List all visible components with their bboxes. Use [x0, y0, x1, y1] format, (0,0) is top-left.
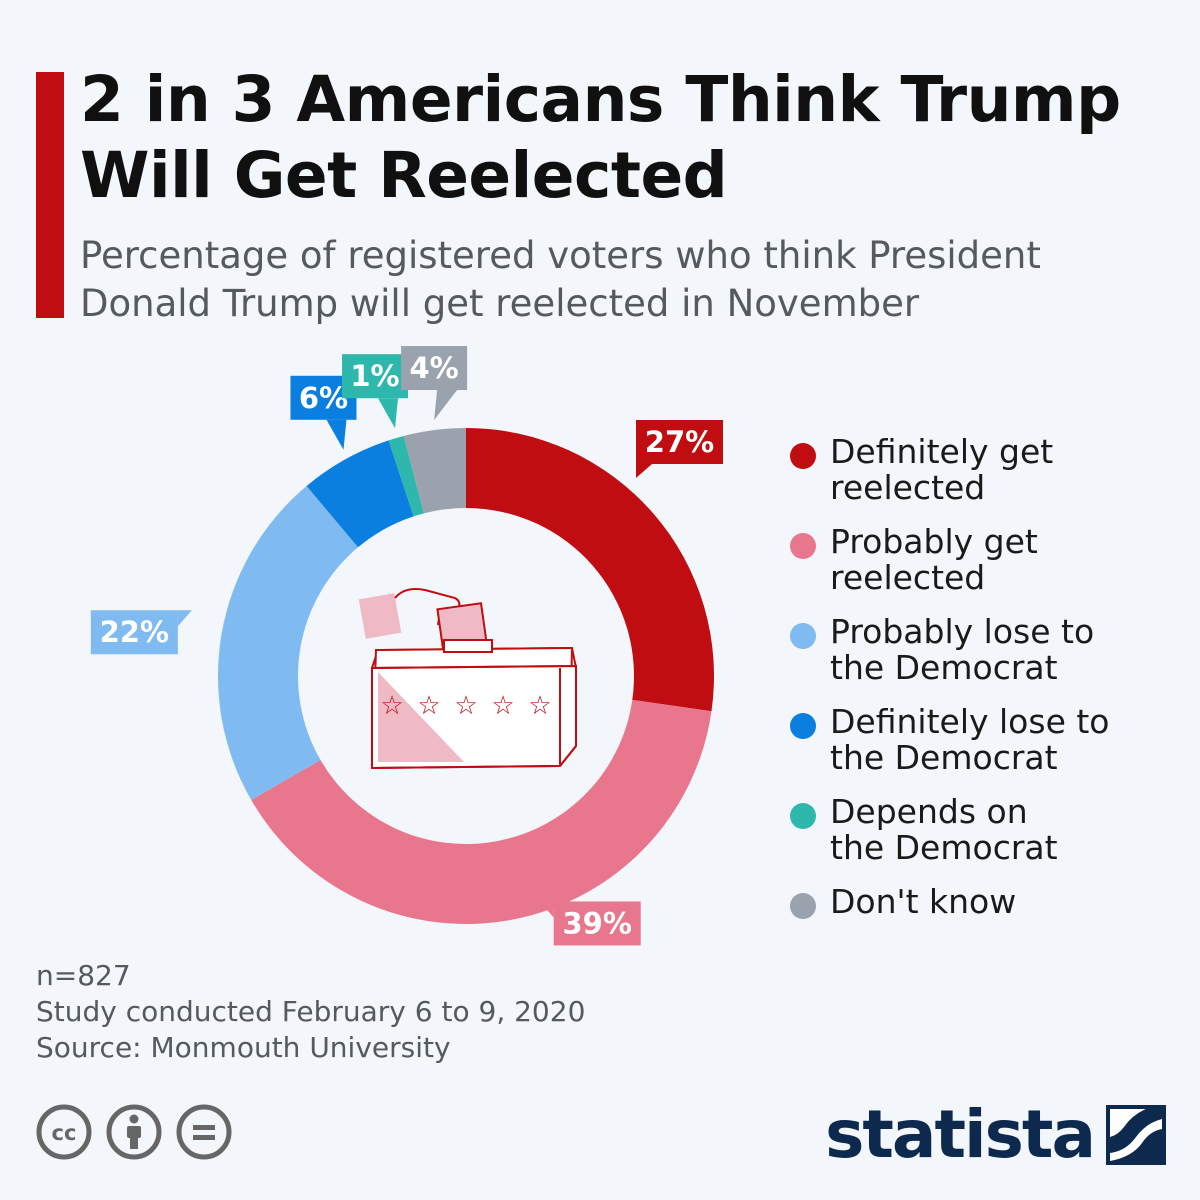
callout-box [636, 420, 723, 464]
legend-item-probably-lose: Probably lose to the Democrat [790, 614, 1190, 686]
ballot-box-icon [358, 588, 577, 770]
svg-text:cc: cc [52, 1121, 77, 1145]
callout-pointer [326, 419, 347, 450]
donut-slice-4 [306, 440, 414, 548]
chart-title: 2 in 3 Americans Think Trump Will Get Re… [80, 63, 1121, 212]
legend-swatch [790, 713, 816, 739]
star-icon: ☆ [454, 691, 477, 721]
callout-box [342, 354, 409, 399]
callout-label: 1% [350, 359, 399, 393]
ballot-stars: ☆ ☆ ☆ ☆ ☆ [380, 691, 551, 721]
source-note: Source: Monmouth University [36, 1031, 451, 1064]
legend-label: Probably lose to the Democrat [830, 612, 1095, 687]
legend-swatch [790, 803, 816, 829]
legend-swatch [790, 893, 816, 919]
callout-pointer [378, 398, 399, 429]
legend-item-definitely-get: Definitely get reelected [790, 434, 1190, 506]
callout-pointer [177, 610, 192, 627]
legend-label: Depends on the Democrat [830, 792, 1058, 867]
legend-item-probably-get: Probably get reelected [790, 524, 1190, 596]
donut-slice-1 [466, 428, 714, 712]
statista-logo-icon [1106, 1105, 1166, 1165]
legend-label: Probably get reelected [830, 522, 1038, 597]
star-icon: ☆ [528, 691, 551, 721]
callout-label: 22% [100, 615, 169, 649]
chart-legend: Definitely get reelected Probably get re… [790, 434, 1190, 938]
accent-bar [36, 72, 64, 318]
brand-name: statista [825, 1096, 1096, 1173]
donut-slice-3 [217, 486, 359, 800]
callout-label: 39% [562, 906, 631, 940]
callout-box [553, 901, 641, 946]
callout-box [90, 610, 178, 655]
legend-label: Definitely get reelected [830, 432, 1054, 507]
donut-chart: 27% 39% 22% 6%1% 4% ☆ ☆ ☆ ☆ ☆ [90, 346, 723, 946]
star-icon: ☆ [491, 691, 514, 721]
callout-pointer [434, 390, 458, 421]
callout-box [401, 346, 468, 391]
legend-swatch [790, 623, 816, 649]
legend-item-definitely-lose: Definitely lose to the Democrat [790, 704, 1190, 776]
value-callouts: 27% 39% 22% 6%1% 4% [90, 346, 723, 946]
star-icon: ☆ [417, 691, 440, 721]
study-dates: Study conducted February 6 to 9, 2020 [36, 995, 586, 1028]
callout-label: 6% [299, 381, 348, 415]
donut-slices [217, 428, 714, 924]
legend-item-dont-know: Don't know [790, 884, 1190, 920]
callout-label: 4% [409, 351, 458, 385]
license-icons: cc [36, 1104, 232, 1160]
legend-item-depends: Depends on the Democrat [790, 794, 1190, 866]
chart-subtitle: Percentage of registered voters who thin… [80, 234, 1041, 325]
callout-label: 27% [645, 425, 714, 459]
legend-swatch [790, 443, 816, 469]
cc-icon[interactable]: cc [36, 1104, 92, 1160]
attribution-icon[interactable] [106, 1104, 162, 1160]
donut-slice-2 [251, 699, 712, 924]
chart-notes: n=827 Study conducted February 6 to 9, 2… [36, 958, 585, 1066]
donut-slice-6 [403, 428, 466, 514]
legend-swatch [790, 533, 816, 559]
star-icon: ☆ [380, 691, 403, 721]
statista-brand[interactable]: statista [825, 1100, 1166, 1170]
callout-pointer [539, 901, 554, 918]
callout-pointer [636, 464, 652, 478]
sample-size: n=827 [36, 959, 131, 992]
legend-label: Don't know [830, 882, 1017, 921]
no-derivatives-icon[interactable] [176, 1104, 232, 1160]
legend-label: Definitely lose to the Democrat [830, 702, 1110, 777]
donut-slice-5 [388, 435, 424, 517]
